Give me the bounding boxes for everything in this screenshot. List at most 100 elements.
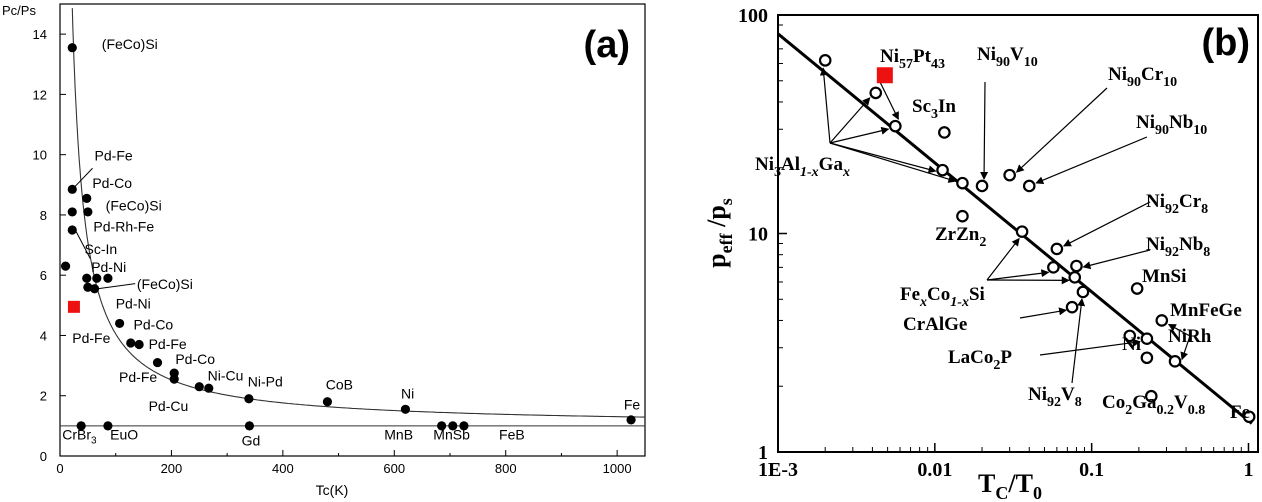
label-ni3al1-xgax: Ni3Al1-xGax: [755, 154, 850, 180]
annotation-arrow: [879, 81, 899, 121]
y-tick-label: 4: [40, 328, 47, 343]
point-label: CrBr3: [62, 426, 97, 446]
data-point: [889, 119, 902, 133]
data-point: [204, 383, 214, 393]
annotation-arrow: [819, 67, 831, 144]
x-tick-label: 400: [272, 461, 294, 476]
label-zrzn2: ZrZn2: [935, 224, 986, 250]
point-label: Ni-Cu: [208, 368, 244, 384]
x-tick-label: 1E-3: [758, 459, 798, 481]
label-ni92nb8: Ni92Nb8: [1146, 234, 1210, 260]
data-point: [244, 421, 255, 431]
panel-a-point-labels: (FeCo)SiPd-FePd-Co(FeCo)SiPd-Rh-FeSc-InP…: [62, 36, 640, 448]
annotation-arrow: [1167, 323, 1191, 337]
x-tick-label: 0: [56, 461, 63, 476]
data-point: [1123, 329, 1137, 343]
panel-b-ticks: 1E-3 0.01 0.1 1 1 10 100: [738, 5, 1253, 481]
annotation-arrow: [986, 269, 1050, 281]
data-point: [103, 421, 113, 431]
data-point: [1003, 168, 1016, 182]
point-label: Pd-Co: [134, 316, 174, 332]
label-cralge: CrAlGe: [903, 314, 967, 335]
data-point: [67, 207, 77, 217]
data-point: [103, 273, 113, 283]
label-ni90cr10: Ni90Cr10: [1108, 64, 1177, 90]
y-tick-label: 0: [40, 449, 47, 464]
x-tick-label: 0.01: [917, 459, 952, 481]
point-label: (FeCo)Si: [137, 276, 193, 292]
label-mnfege: MnFeGe: [1170, 300, 1242, 321]
label-laco2p: LaCo2P: [948, 347, 1012, 373]
point-label: (FeCo)Si: [102, 36, 158, 52]
point-label: Pd-Rh-Fe: [93, 219, 154, 235]
point-label: Pd-Ni: [91, 259, 126, 275]
data-point: [322, 397, 333, 407]
panel-b-label: (b): [1201, 22, 1250, 64]
data-point: [1065, 300, 1079, 314]
panel-a-ticks: 0 200 400 600 800 1000 0 2 4 6 8 10 12 14: [33, 27, 632, 476]
y-tick-label: 2: [40, 389, 47, 404]
annotation-arrow: [1015, 87, 1108, 173]
label-nirh: NiRh: [1168, 326, 1212, 347]
data-point: [134, 339, 144, 350]
annotation-arrow: [1180, 335, 1191, 361]
x-tick-label: 200: [161, 461, 183, 476]
y-tick-label: 10: [748, 224, 768, 246]
leader-line: [97, 283, 136, 290]
data-point: [956, 176, 969, 190]
data-point: [244, 394, 254, 404]
data-point: [169, 374, 179, 384]
panel-b-xlabel: TC/T0: [978, 469, 1042, 502]
data-point: [936, 163, 949, 177]
point-label: Pd-Co: [175, 351, 215, 367]
point-label: Pd-Fe: [119, 369, 157, 385]
panel-b: 1E-3 0.01 0.1 1 1 10 100 Ni57Pt43 Ni90V10 Ni90Cr…: [702, 5, 1259, 502]
data-point: [459, 421, 469, 431]
data-point: [400, 404, 411, 414]
label-ni: Ni: [1122, 334, 1141, 355]
data-point: [1130, 282, 1144, 295]
data-point: [67, 43, 77, 53]
data-point: [83, 207, 93, 217]
point-label: EuO: [110, 426, 138, 442]
data-point: [82, 193, 92, 203]
x-tick-label: 1: [1243, 459, 1253, 481]
label-co2ga0-2v0-8: Co2Ga0.2V0.8: [1102, 392, 1205, 418]
data-point: [1076, 285, 1090, 299]
data-point: [1068, 271, 1082, 284]
point-label: Pd-Cu: [149, 398, 189, 414]
label-fexco1-xsi: FexCo1-xSi: [900, 284, 985, 310]
annotation-arrow: [829, 142, 957, 183]
annotation-arrow: [829, 97, 871, 144]
y-tick-label: 100: [738, 5, 768, 27]
point-label: Pd-Fe: [95, 148, 133, 164]
leader-line: [73, 227, 91, 259]
y-tick-label: 10: [33, 148, 47, 163]
point-label: Ni-Pd: [248, 374, 283, 390]
annotation-arrow: [1039, 338, 1141, 356]
panel-a-frame: [59, 3, 646, 457]
y-tick-label: 6: [40, 268, 47, 283]
point-label: Pd-Co: [92, 175, 132, 191]
data-point: [1015, 225, 1029, 238]
point-label: Pd-Fe: [149, 336, 187, 352]
point-label: MnSb: [433, 426, 470, 442]
panel-b-point-labels: Ni57Pt43 Ni90V10 Ni90Cr10 Ni90Nb10 Sc3In Ni3A…: [755, 44, 1250, 423]
annotation-arrow: [829, 126, 890, 144]
data-point: [194, 382, 204, 392]
data-point: [938, 126, 951, 139]
x-tick-label: 0.1: [1079, 459, 1104, 481]
data-point: [67, 184, 77, 194]
point-label: MnB: [384, 426, 413, 442]
annotation-arrow: [1082, 249, 1151, 270]
label-mnsi: MnSi: [1142, 266, 1186, 287]
data-point: [1070, 259, 1083, 273]
data-point: [152, 357, 163, 368]
panel-a-xlabel: Tc(K): [316, 482, 349, 498]
data-point: [92, 273, 102, 283]
data-point: [1140, 332, 1154, 346]
x-tick-label: 800: [495, 461, 517, 476]
point-label: FeB: [499, 426, 525, 442]
data-point: [956, 209, 969, 223]
x-tick-label: 600: [383, 461, 405, 476]
